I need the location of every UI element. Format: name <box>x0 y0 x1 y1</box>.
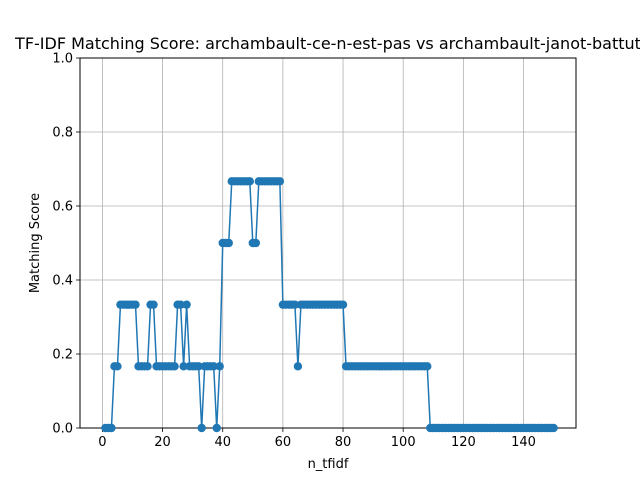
x-tick-label: 0 <box>98 435 106 450</box>
x-axis-label: n_tfidf <box>308 457 349 472</box>
data-point <box>212 423 221 433</box>
x-tick-label: 120 <box>451 435 476 450</box>
y-tick-label: 0.6 <box>52 200 73 215</box>
data-point <box>170 362 179 371</box>
y-tick-label: 1.0 <box>52 52 73 67</box>
data-point <box>290 300 300 309</box>
y-tick-label: 0.0 <box>52 422 73 437</box>
data-point <box>275 177 285 186</box>
y-tick-label: 0.8 <box>52 126 73 141</box>
plot-area-frame <box>79 57 577 429</box>
data-series <box>101 177 558 433</box>
axis-ticks: 0 20 40 60 80 100 120 140 0.0 0.2 0.4 0.6 0.8 1.0 <box>52 52 536 451</box>
data-point <box>245 177 254 186</box>
data-point <box>143 362 152 371</box>
data-point <box>194 362 203 371</box>
y-tick-label: 0.4 <box>52 274 73 289</box>
data-point <box>549 423 558 433</box>
data-point <box>224 238 233 248</box>
data-point <box>113 362 122 371</box>
data-point <box>338 300 348 309</box>
data-point <box>107 423 116 433</box>
data-point <box>197 423 206 433</box>
chart-title: TF-IDF Matching Score: archambault-ce-n-… <box>14 34 640 53</box>
data-point <box>215 362 224 371</box>
data-point <box>149 300 158 309</box>
y-tick-label: 0.2 <box>52 348 73 363</box>
data-point <box>131 300 140 309</box>
data-point <box>423 362 432 371</box>
y-axis-label: Matching Score <box>28 193 43 293</box>
x-tick-label: 140 <box>511 435 536 450</box>
data-point <box>176 300 185 309</box>
data-point <box>179 362 188 371</box>
x-tick-label: 80 <box>335 435 352 450</box>
data-point <box>209 362 218 371</box>
x-tick-label: 40 <box>214 435 231 450</box>
data-point <box>182 300 191 309</box>
data-point <box>293 362 303 371</box>
x-tick-label: 60 <box>275 435 292 450</box>
data-point <box>251 238 261 248</box>
x-tick-label: 20 <box>154 435 171 450</box>
x-tick-label: 100 <box>391 435 416 450</box>
